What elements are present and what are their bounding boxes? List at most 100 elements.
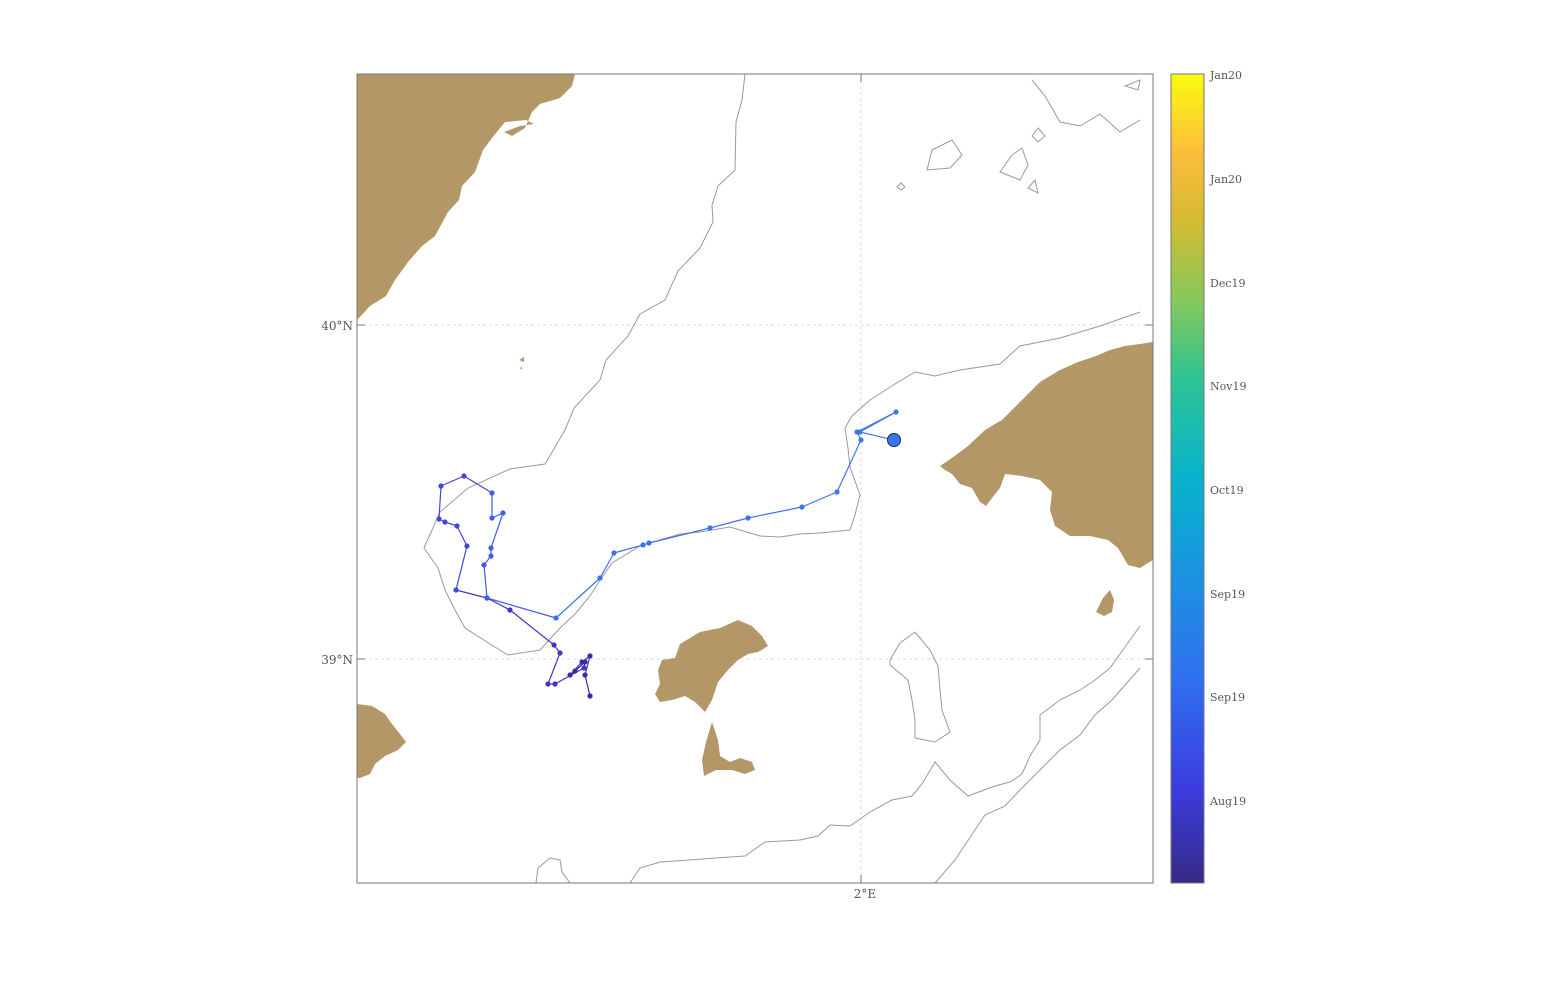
colorbar-label-1: Jan20 <box>1209 69 1242 82</box>
track-point <box>481 562 487 568</box>
land-formentera <box>702 722 755 776</box>
lon-label-2e: 2°E <box>854 887 876 901</box>
track-point <box>438 483 444 489</box>
land-iberian-coast-south <box>357 704 406 778</box>
track-segment <box>509 609 555 646</box>
isobath-west-slope <box>423 74 1141 656</box>
track-segment <box>438 485 442 520</box>
track-segment <box>486 597 511 611</box>
track-point <box>834 489 840 495</box>
land-cabrera <box>1096 590 1114 616</box>
colorbar-label-8: Aug19 <box>1209 795 1246 808</box>
isobath-southwest <box>535 857 571 883</box>
track-point <box>557 650 563 656</box>
track-segment <box>648 527 711 544</box>
lat-label-39n: 39°N <box>321 653 353 667</box>
track-point <box>453 587 459 593</box>
colorbar-label-5: Oct19 <box>1210 484 1244 497</box>
isobath-north-b <box>999 147 1029 181</box>
animal-track <box>436 409 901 699</box>
axis-labels: 40°N 39°N 2°E <box>321 319 876 901</box>
colorbar-label-4: Nov19 <box>1210 380 1246 393</box>
isobath-north-a <box>926 139 963 171</box>
isobath-southeast <box>934 667 1141 883</box>
lat-label-40n: 40°N <box>321 319 353 333</box>
track-point <box>488 553 494 559</box>
track-point <box>582 659 588 665</box>
track-segment <box>547 652 561 685</box>
colorbar-label-6: Sep19 <box>1210 588 1245 601</box>
track-segment <box>599 552 615 579</box>
land-ibiza <box>655 620 768 712</box>
map-frame <box>356 73 1154 884</box>
track-point <box>646 540 652 546</box>
track-point <box>611 550 617 556</box>
axis-ticks <box>357 74 1153 883</box>
track-point <box>552 681 558 687</box>
isobath-north-e <box>896 182 906 191</box>
colorbar-label-2: Jan20 <box>1209 173 1242 186</box>
track-segment <box>455 589 488 599</box>
isobath-northeast <box>1031 79 1141 133</box>
land-spain-mainland <box>357 74 575 320</box>
track-point <box>551 642 557 648</box>
track-point <box>567 672 573 678</box>
track-point <box>857 429 863 435</box>
land-masses <box>357 74 1153 778</box>
track-point <box>799 504 805 510</box>
track-point <box>553 615 559 621</box>
land-columbretes <box>519 357 524 370</box>
track-segment <box>859 411 897 433</box>
isobath-south-slope <box>629 625 1141 883</box>
isobath-seamount <box>889 631 951 743</box>
track-segment <box>836 439 862 493</box>
colorbar-label-3: Dec19 <box>1210 277 1246 290</box>
track-point <box>581 665 587 671</box>
track-point <box>489 515 495 521</box>
track-point <box>597 575 603 581</box>
isobath-north-c <box>1031 127 1046 143</box>
track-segment <box>440 475 465 487</box>
track-segment <box>463 475 493 494</box>
last-position-marker <box>887 433 901 447</box>
track-segment <box>709 517 749 529</box>
track-point <box>640 542 646 548</box>
track-segment <box>555 577 601 619</box>
track-point <box>461 473 467 479</box>
colorbar-gradient <box>1170 73 1205 884</box>
track-segment <box>613 544 644 554</box>
track-segment <box>801 491 838 508</box>
track-point <box>436 516 442 522</box>
track-point <box>893 409 899 415</box>
isobath-north-d <box>1027 178 1039 194</box>
colorbar-label-7: Sep19 <box>1210 691 1245 704</box>
graticule <box>357 74 1153 883</box>
track-segment <box>456 525 468 547</box>
colorbar-labels: Jan20 Jan20 Dec19 Nov19 Oct19 Sep19 Sep1… <box>1209 69 1246 808</box>
track-segment <box>747 506 803 519</box>
track-point <box>489 490 495 496</box>
colorbar: Jan20 Jan20 Dec19 Nov19 Oct19 Sep19 Sep1… <box>1170 69 1246 884</box>
track-point <box>582 672 588 678</box>
track-point <box>464 543 470 549</box>
track-segment <box>486 597 557 619</box>
isobath-contours <box>423 74 1141 883</box>
track-point <box>442 519 448 525</box>
track-point <box>500 510 506 516</box>
track-point <box>572 668 578 674</box>
track-point <box>745 515 751 521</box>
track-point <box>454 523 460 529</box>
land-mallorca <box>940 342 1153 568</box>
track-point <box>545 681 551 687</box>
track-point <box>707 525 713 531</box>
track-point <box>507 607 513 613</box>
track-point <box>587 653 593 659</box>
track-point <box>488 545 494 551</box>
track-point <box>587 693 593 699</box>
track-segment <box>455 545 468 591</box>
track-segment <box>483 564 488 599</box>
track-segment <box>490 512 504 549</box>
track-point <box>484 595 490 601</box>
track-point <box>858 437 864 443</box>
